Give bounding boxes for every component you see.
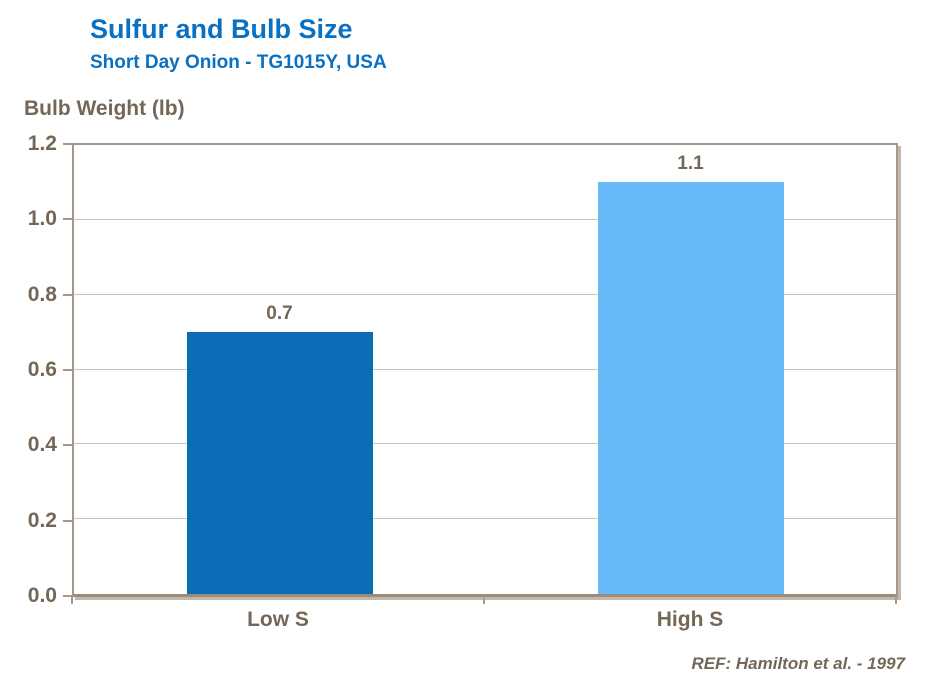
x-axis-category-label: Low S [247,608,309,631]
y-tick-label: 0.8 [27,282,57,306]
x-tick-mark [71,595,73,604]
x-axis-category-label: High S [656,608,724,631]
bar-cell-low-s: 0.7 [74,145,485,594]
bar-low-s [186,332,373,594]
bar-high-s [597,182,784,594]
y-tick-mark [63,519,72,522]
y-tick-label: 1.0 [27,207,57,231]
y-tick-label: 0.0 [27,584,57,607]
bar-value-label: 1.1 [677,153,704,175]
gridline [74,293,896,295]
gridline [74,443,896,445]
chart-subtitle: Short Day Onion - TG1015Y, USA [90,52,387,73]
gridline [74,518,896,520]
y-tick-label: 0.2 [27,508,57,532]
x-tick-mark [895,595,897,604]
x-tick-mark [483,595,485,604]
plot-area: 0.7 1.1 [72,143,898,597]
bars-container: 0.7 1.1 [74,145,896,594]
y-tick-label: 1.2 [27,132,57,155]
x-axis-tick-marks [71,595,897,605]
y-tick-mark [63,143,72,145]
x-axis-labels: Low S High S [72,608,896,632]
y-axis-label: Bulb Weight (lb) [24,97,185,120]
y-tick-mark [63,293,72,296]
y-tick-label: 0.4 [27,433,57,457]
y-tick-mark [63,595,72,597]
y-axis-tick-marks [63,143,72,597]
y-tick-mark [63,218,72,221]
bar-cell-high-s: 1.1 [485,145,896,594]
y-tick-mark [63,444,72,447]
chart-title: Sulfur and Bulb Size [90,14,353,44]
y-axis-tick-labels: 1.2 1.0 0.8 0.6 0.4 0.2 0.0 [0,132,57,607]
reference-note: REF: Hamilton et al. - 1997 [691,654,906,673]
gridline [74,368,896,370]
y-tick-mark [63,369,72,371]
y-tick-label: 0.6 [27,358,57,381]
bar-value-label: 0.7 [266,303,293,325]
gridline [74,218,896,220]
